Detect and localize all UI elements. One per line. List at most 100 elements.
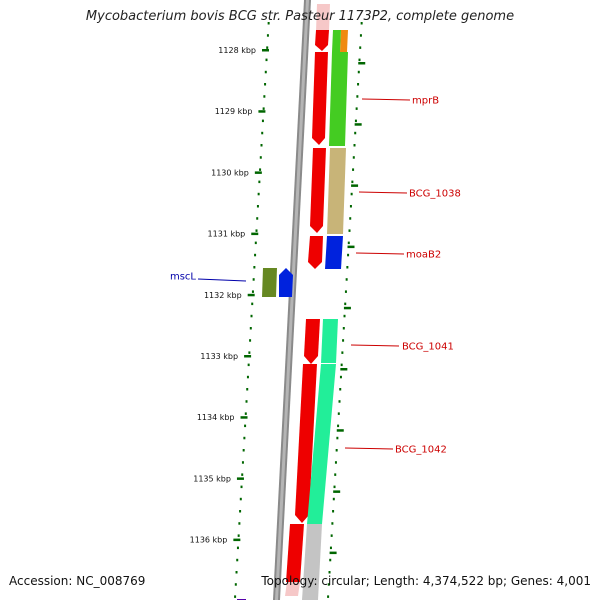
ruler-dot-left — [243, 436, 246, 440]
ruler-dot-right — [358, 58, 361, 62]
cds-arrow — [304, 319, 320, 364]
ruler-dot-right — [337, 412, 340, 415]
ruler-dot-right — [360, 22, 363, 25]
ruler-dot-left — [261, 119, 264, 123]
ruler-dot-right — [346, 266, 349, 269]
ruler-tick — [240, 416, 248, 419]
ruler-dot-right — [353, 144, 356, 147]
ruler-dot-left — [238, 522, 241, 525]
ruler-dot-left — [246, 375, 249, 379]
ruler-tick-label: 1132 kbp — [204, 291, 242, 300]
ruler-dot-left — [235, 571, 238, 574]
ruler-tick-right — [336, 429, 344, 432]
feature-bottom-pink — [285, 582, 300, 596]
ruler-dot-left — [249, 327, 252, 330]
ruler-dot-left — [244, 412, 247, 415]
ruler-dot-left — [240, 485, 243, 489]
ruler-dot-left — [234, 583, 237, 586]
BCG_1038-feature — [327, 148, 346, 234]
feature-orange-top — [340, 30, 348, 52]
ruler-dot-left — [266, 46, 269, 49]
ruler-dot-right — [342, 339, 345, 342]
ruler-tick-right — [354, 123, 362, 126]
mprB-label[interactable]: mprB — [412, 96, 439, 107]
moaB2-callout-line — [355, 252, 405, 255]
ruler-dot-right — [338, 400, 341, 403]
BCG_1042-callout-line — [344, 447, 394, 450]
ruler-tick-right — [358, 62, 366, 65]
ruler-dot-left — [249, 339, 252, 342]
BCG_1038-callout-line — [358, 191, 408, 194]
mprB-callout-line — [361, 98, 411, 101]
cds-arrow — [315, 30, 329, 51]
ruler-dot-left — [251, 302, 254, 306]
cds-arrow — [312, 52, 328, 145]
ruler-dot-right — [339, 388, 342, 391]
moaB2-feature — [325, 236, 343, 269]
ruler-dot-left — [264, 70, 267, 74]
ruler-dot-left — [244, 424, 247, 428]
ruler-dot-left — [267, 22, 270, 25]
ruler-dot-right — [354, 131, 357, 135]
ruler-dot-left — [239, 510, 242, 513]
ruler-tick-label: 1135 kbp — [193, 474, 231, 483]
ruler-dot-right — [349, 217, 352, 220]
BCG_1038-label[interactable]: BCG_1038 — [409, 189, 461, 200]
ruler-dot-right — [331, 522, 334, 525]
ruler-dot-right — [356, 95, 359, 98]
ruler-dot-right — [335, 449, 338, 452]
ruler-dot-left — [263, 95, 266, 98]
ruler-tick-label: 1131 kbp — [208, 230, 246, 239]
ruler-dot-right — [334, 461, 337, 464]
mscL-label[interactable]: mscL — [170, 272, 196, 283]
ruler-tick — [251, 232, 259, 236]
ruler-dot-left — [256, 205, 259, 208]
ruler-dot-left — [248, 351, 251, 354]
ruler-dot-right — [344, 302, 347, 306]
moaB2-label[interactable]: moaB2 — [406, 250, 441, 261]
ruler-tick — [254, 171, 262, 174]
ruler-dot-right — [327, 583, 330, 586]
ruler-tick — [244, 355, 252, 358]
accession-text: Accession: NC_008769 — [9, 574, 146, 588]
ruler-dot-left — [260, 144, 263, 147]
ruler-dot-right — [347, 241, 350, 245]
ruler-dot-right — [329, 558, 332, 562]
mscL-feature-blue — [279, 268, 293, 297]
ruler-dot-left — [261, 131, 264, 135]
ruler-dot-right — [328, 571, 331, 574]
ruler-dot-left — [236, 546, 239, 550]
genome-backbone-highlight — [275, 0, 309, 600]
BCG_1042-feature — [307, 364, 336, 524]
ruler-dot-right — [359, 46, 362, 49]
ruler-dot-right — [345, 278, 348, 281]
ruler-dot-right — [348, 229, 351, 232]
ruler-dot-right — [342, 327, 345, 330]
BCG_1042-label[interactable]: BCG_1042 — [395, 445, 447, 456]
map-title: Mycobacterium bovis BCG str. Pasteur 117… — [85, 9, 515, 24]
ruler-dot-right — [344, 290, 347, 293]
ruler-dot-left — [241, 473, 244, 476]
ruler-dot-left — [259, 156, 262, 159]
ruler-dot-right — [343, 314, 346, 318]
ruler-tick-right — [343, 306, 351, 310]
ruler-dot-left — [246, 388, 249, 391]
ruler-tick-right — [329, 551, 337, 555]
ruler-tick-label: 1129 kbp — [215, 107, 253, 116]
ruler-dot-right — [332, 497, 335, 501]
BCG_1041-label[interactable]: BCG_1041 — [402, 342, 454, 353]
ruler-dot-left — [250, 314, 253, 318]
ruler-tick-right — [333, 490, 341, 493]
ruler-dot-left — [259, 168, 262, 171]
cds-arrow — [295, 364, 317, 523]
ruler-dot-left — [242, 449, 245, 452]
ruler-dot-left — [266, 34, 269, 37]
ruler-dot-left — [237, 534, 240, 537]
ruler-tick-right — [351, 184, 359, 187]
ruler-tick-label: 1128 kbp — [218, 46, 256, 55]
ruler-dot-left — [234, 595, 237, 598]
ruler-dot-right — [349, 205, 352, 208]
mscL-feature — [262, 268, 277, 297]
ruler-dot-right — [357, 83, 360, 86]
